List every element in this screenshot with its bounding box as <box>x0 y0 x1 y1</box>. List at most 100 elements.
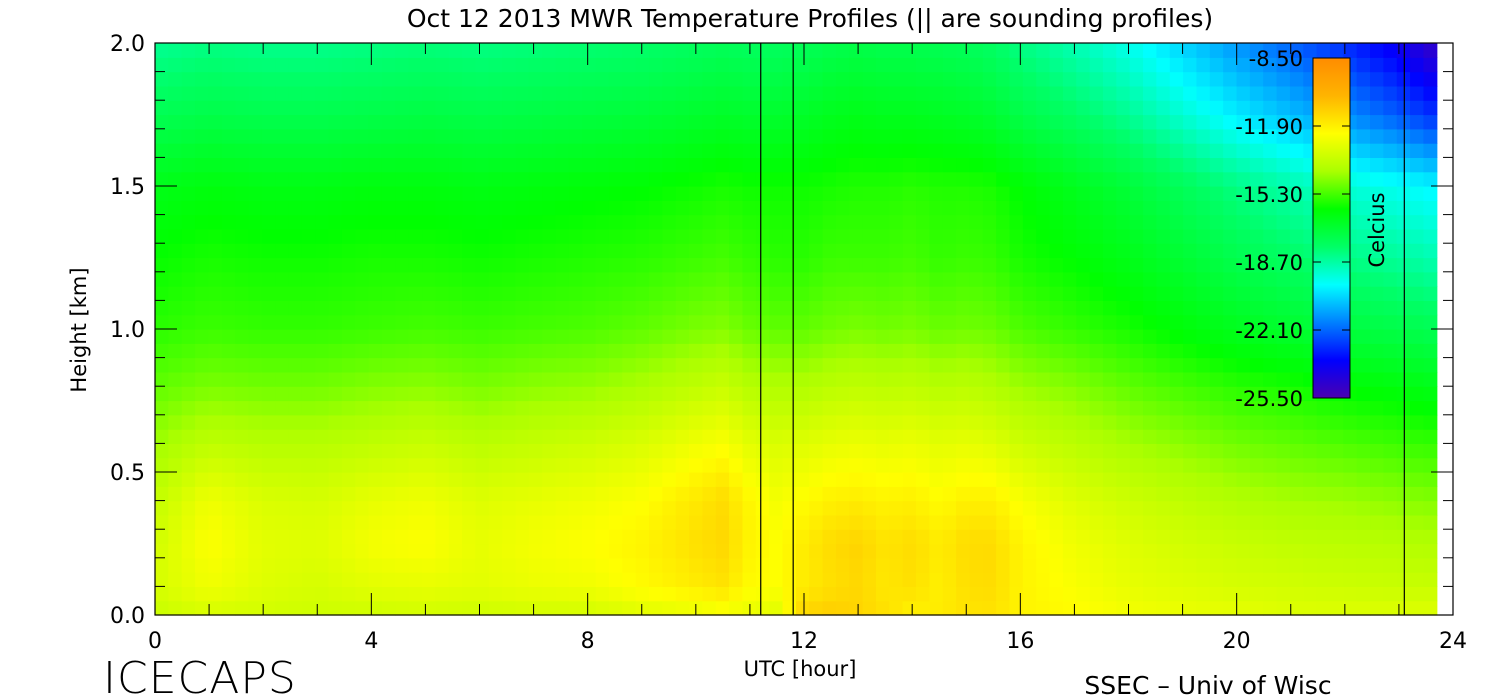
field-cell <box>328 472 343 487</box>
field-cell <box>982 228 997 244</box>
field-cell <box>849 228 864 244</box>
field-cell <box>208 572 223 587</box>
field-cell <box>1036 314 1051 330</box>
field-cell <box>368 414 383 430</box>
field-cell <box>515 71 530 87</box>
field-cell <box>1049 572 1064 587</box>
field-cell <box>1009 543 1024 559</box>
field-cell <box>195 214 210 230</box>
field-cell <box>729 171 744 187</box>
field-cell <box>662 343 677 359</box>
field-cell <box>568 600 583 616</box>
field-cell <box>368 128 383 144</box>
field-cell <box>942 286 957 301</box>
field-cell <box>448 71 463 87</box>
field-cell <box>902 586 917 602</box>
field-cell <box>889 472 904 487</box>
field-cell <box>568 57 583 73</box>
field-cell <box>555 357 570 373</box>
field-cell <box>1276 186 1291 201</box>
field-cell <box>1196 171 1211 187</box>
field-cell <box>568 329 583 344</box>
field-cell <box>1263 271 1278 287</box>
field-cell <box>822 114 837 130</box>
field-cell <box>982 400 997 416</box>
field-cell <box>1383 71 1398 87</box>
field-cell <box>1183 143 1198 158</box>
y-tick-label: 1.0 <box>110 318 145 343</box>
field-cell <box>916 329 930 344</box>
field-cell <box>742 57 757 73</box>
field-cell <box>368 572 383 587</box>
field-cell <box>809 157 824 173</box>
field-cell <box>1116 429 1131 444</box>
field-cell <box>1343 514 1358 530</box>
field-cell <box>1263 514 1278 530</box>
field-cell <box>929 514 944 530</box>
field-cell <box>729 71 744 87</box>
field-cell <box>315 343 330 359</box>
field-cell <box>208 586 223 602</box>
field-cell <box>649 371 663 387</box>
field-cell <box>795 128 810 144</box>
field-cell <box>902 43 917 58</box>
field-cell <box>1396 257 1411 273</box>
field-cell <box>301 371 316 387</box>
field-cell <box>235 343 250 359</box>
field-cell <box>862 128 877 144</box>
field-cell <box>1370 486 1384 502</box>
field-cell <box>1396 586 1411 602</box>
field-cell <box>635 557 650 573</box>
field-cell <box>1169 314 1184 330</box>
field-cell <box>1236 43 1251 58</box>
field-cell <box>208 186 223 201</box>
field-cell <box>595 257 610 273</box>
field-cell <box>528 257 543 273</box>
field-cell <box>1316 457 1331 473</box>
field-cell <box>368 200 383 216</box>
field-cell <box>795 557 810 573</box>
field-cell <box>528 572 543 587</box>
field-cell <box>248 529 263 545</box>
field-cell <box>341 500 356 516</box>
field-cell <box>662 400 677 416</box>
field-cell <box>982 600 997 616</box>
field-cell <box>275 214 290 230</box>
field-cell <box>1263 71 1278 87</box>
field-cell <box>622 214 637 230</box>
field-cell <box>1423 171 1438 187</box>
sounding-lines <box>760 43 1405 615</box>
field-cell <box>956 443 971 459</box>
field-cell <box>956 114 971 130</box>
field-cell <box>889 286 904 301</box>
field-cell <box>809 43 824 58</box>
field-cell <box>1370 357 1384 373</box>
field-cell <box>568 500 583 516</box>
field-cell <box>528 71 543 87</box>
field-cell <box>1036 500 1051 516</box>
field-cell <box>929 429 944 444</box>
field-cell <box>702 586 717 602</box>
field-cell <box>608 543 623 559</box>
field-cell <box>328 57 343 73</box>
field-cell <box>1249 572 1264 587</box>
field-cell <box>622 600 637 616</box>
field-cell <box>208 500 223 516</box>
field-cell <box>395 43 410 58</box>
field-cell <box>1289 114 1304 130</box>
field-cell <box>1263 343 1278 359</box>
field-cell <box>795 500 810 516</box>
field-cell <box>462 114 477 130</box>
field-cell <box>1076 457 1091 473</box>
field-cell <box>288 457 303 473</box>
field-cell <box>195 186 210 201</box>
field-cell <box>568 557 583 573</box>
field-cell <box>1276 386 1291 402</box>
field-cell <box>1143 186 1157 201</box>
field-cell <box>435 257 450 273</box>
field-cell <box>582 300 597 316</box>
field-cell <box>542 543 557 559</box>
field-cell <box>715 514 730 530</box>
field-cell <box>435 271 450 287</box>
field-cell <box>835 572 850 587</box>
